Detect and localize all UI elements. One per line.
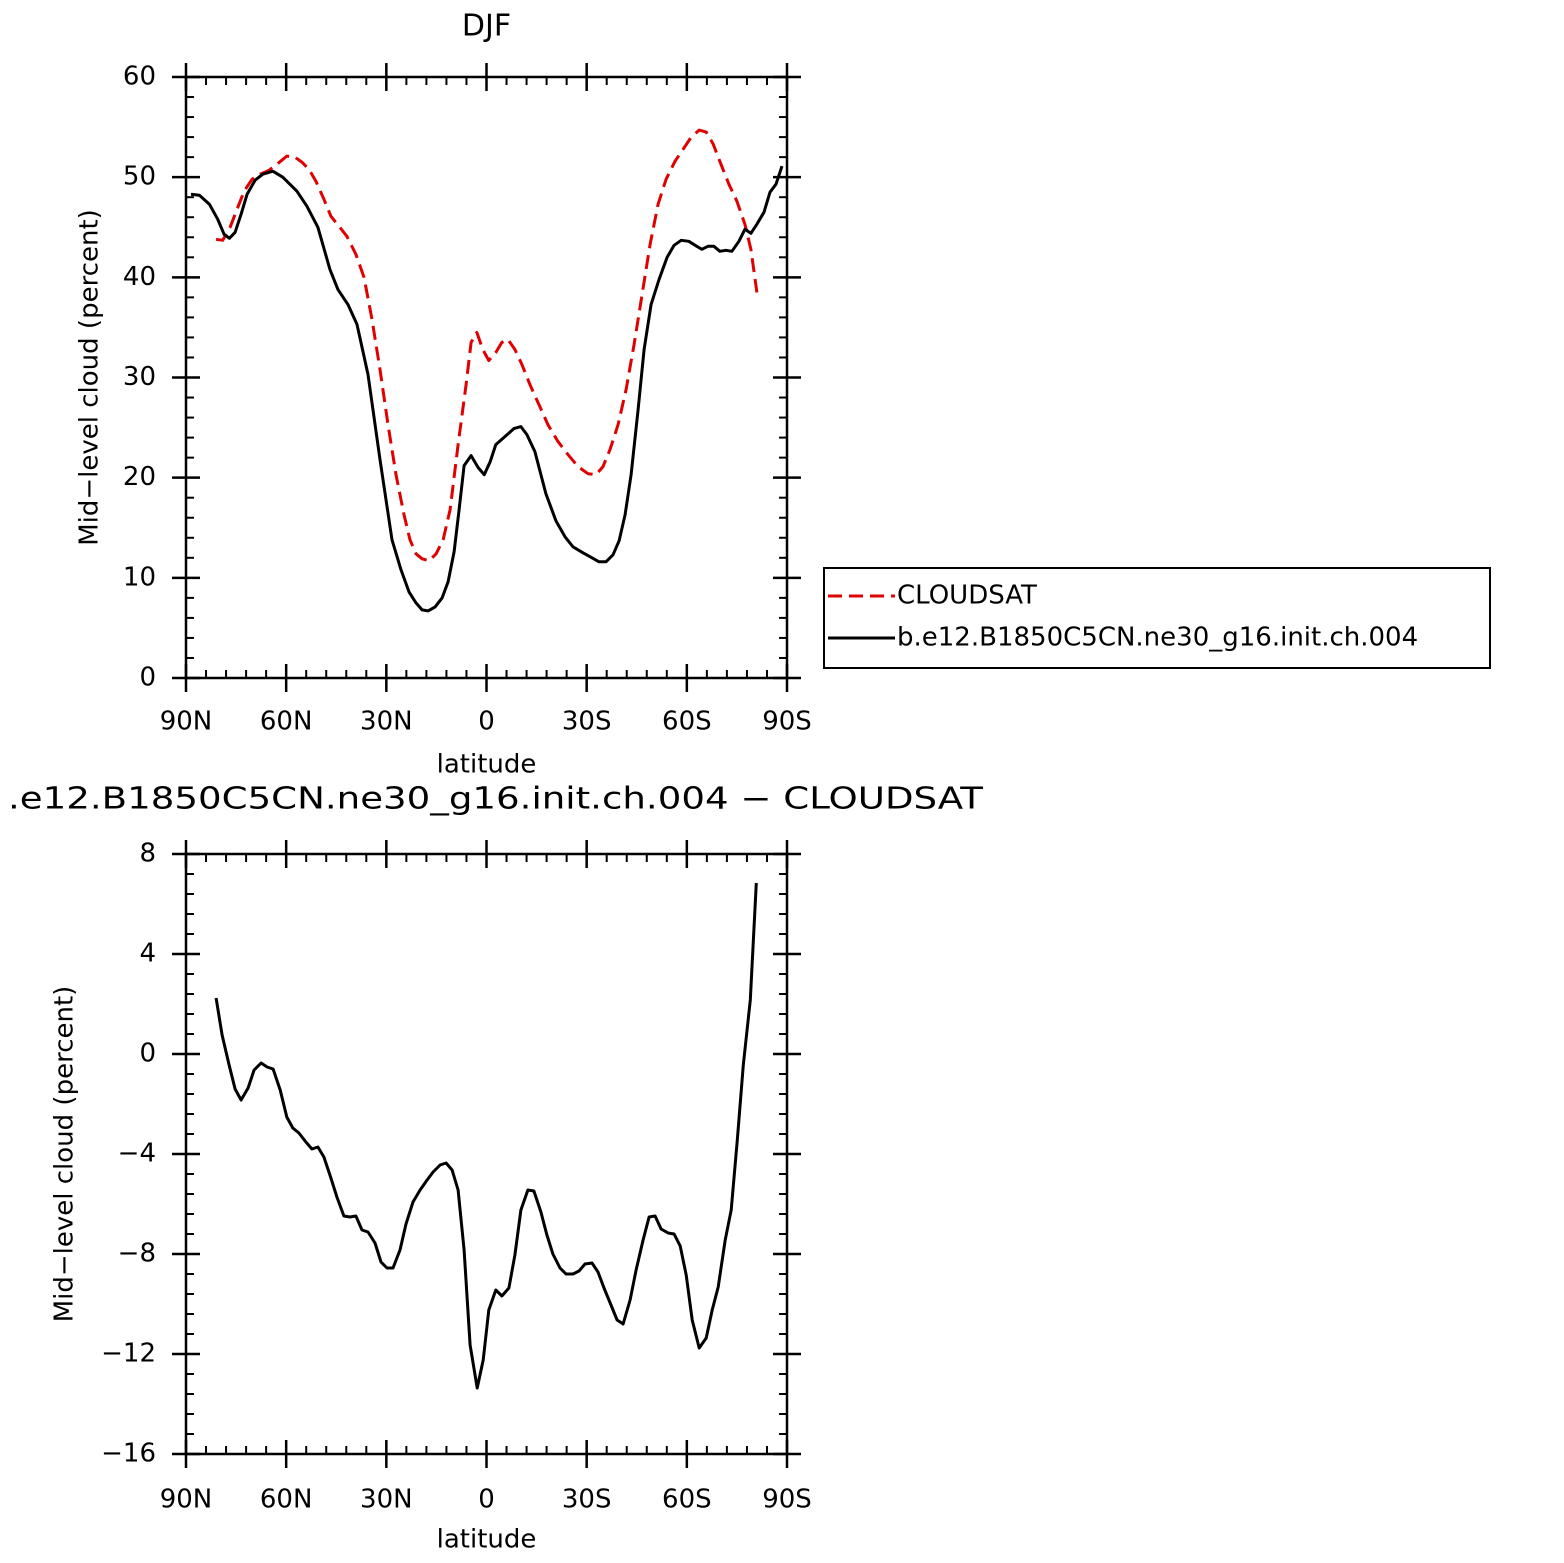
y-tick-label: −12 xyxy=(101,1339,156,1369)
y-tick-label: −4 xyxy=(118,1139,156,1169)
x-tick-label: 0 xyxy=(478,707,495,737)
chart-title: DJF xyxy=(462,9,511,44)
plot-frame xyxy=(184,75,789,680)
y-tick-label: 50 xyxy=(123,162,156,192)
x-tick-label: 60S xyxy=(662,1485,712,1515)
x-tick-label: 60N xyxy=(260,1485,313,1515)
y-axis-label: Mid−level cloud (percent) xyxy=(75,209,105,546)
x-tick-label: 0 xyxy=(478,1485,495,1515)
x-tick-label: 90N xyxy=(160,1485,213,1515)
y-tick-label: 4 xyxy=(139,939,156,969)
legend-label: b.e12.B1850C5CN.ne30_g16.init.ch.004 xyxy=(897,623,1418,653)
y-tick-label: −16 xyxy=(101,1439,156,1469)
y-axis-label: Mid−level cloud (percent) xyxy=(50,986,80,1323)
data-line xyxy=(214,882,758,1390)
x-tick-label: 60N xyxy=(260,707,313,737)
y-tick-label: 30 xyxy=(123,362,156,392)
x-tick-label: 30N xyxy=(360,707,413,737)
x-tick-label: 90N xyxy=(160,707,213,737)
x-tick-label: 90S xyxy=(762,1485,812,1515)
plot-frame xyxy=(184,852,789,1456)
y-tick-label: −8 xyxy=(118,1239,156,1269)
legend-box xyxy=(823,567,1491,669)
y-tick-label: 40 xyxy=(123,262,156,292)
y-tick-label: 60 xyxy=(123,62,156,92)
y-tick-label: 0 xyxy=(139,663,156,693)
x-tick-label: 30S xyxy=(562,1485,612,1515)
x-tick-label: 60S xyxy=(662,707,712,737)
y-tick-label: 20 xyxy=(123,462,156,492)
x-tick-label: 30N xyxy=(360,1485,413,1515)
y-tick-label: 10 xyxy=(123,562,156,592)
chart-title: .e12.B1850C5CN.ne30_g16.init.ch.004 − CL… xyxy=(8,782,984,817)
legend-label: CLOUDSAT xyxy=(897,581,1037,611)
data-line xyxy=(190,165,784,613)
x-axis-label: latitude xyxy=(437,750,537,780)
x-axis-label: latitude xyxy=(437,1525,537,1555)
x-tick-label: 90S xyxy=(762,707,812,737)
data-line xyxy=(215,128,759,563)
y-tick-label: 0 xyxy=(139,1039,156,1069)
x-tick-label: 30S xyxy=(562,707,612,737)
y-tick-label: 8 xyxy=(139,839,156,869)
